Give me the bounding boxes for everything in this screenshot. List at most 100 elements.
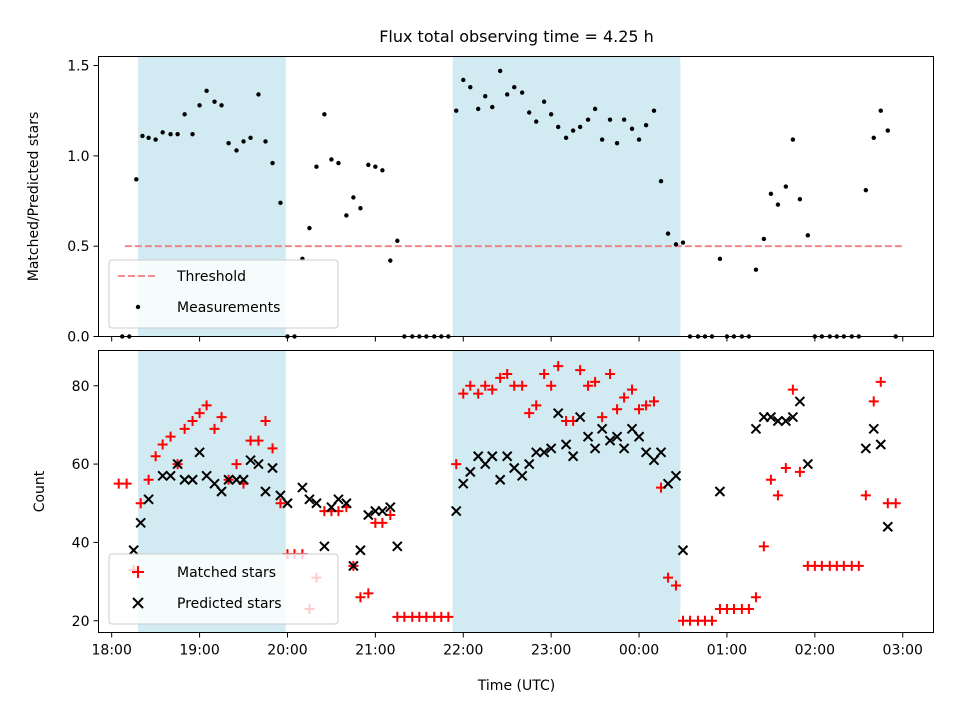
bot-series-1-point-79	[882, 521, 894, 532]
bot-series-1-point-57	[611, 431, 623, 442]
bot-series-0-point-55	[517, 380, 528, 391]
bottom-legend-predicted-swatch	[132, 597, 144, 609]
top-series-0-point-4	[146, 135, 151, 140]
bot-series-1-point-2	[143, 494, 154, 505]
bot-series-1-point-68	[750, 423, 762, 435]
bot-series-0-point-10	[187, 416, 198, 426]
top-series-0-point-77	[680, 240, 686, 245]
bot-series-0-point-63	[575, 365, 586, 376]
bot-series-0-point-81	[707, 615, 718, 626]
bot-series-1-point-63	[655, 447, 667, 458]
top-series-0-point-13	[212, 99, 217, 104]
top-series-0-point-71	[636, 137, 642, 142]
bot-series-1-point-12	[223, 474, 234, 485]
top-series-0-point-21	[270, 160, 275, 166]
bot-series-0-point-5	[150, 451, 161, 462]
top-series-0-point-103	[871, 135, 876, 140]
top-series-0-point-31	[344, 213, 349, 218]
top-series-0-point-89	[768, 191, 774, 196]
xtick-label-3: 21:00	[355, 643, 395, 659]
top-panel: 0.0 0.5 1.0 1.5 Matched/Predicted stars Thr…	[26, 56, 934, 346]
bot-series-0-point-69	[619, 392, 630, 403]
bot-ytick-label-2: 60	[72, 457, 90, 473]
bottom-panel: 18:00 19:00 20:00 21:00 22:00 23:00 00:00 01:00…	[32, 350, 934, 694]
top-series-0-point-29	[329, 157, 334, 162]
bot-series-0-point-103	[868, 396, 879, 407]
bot-series-1-point-16	[253, 458, 264, 470]
bot-series-1-point-52	[574, 411, 586, 423]
bot-series-1-point-58	[618, 443, 630, 454]
bot-series-1-point-45	[523, 458, 535, 470]
top-series-0-point-87	[753, 267, 759, 272]
bot-series-0-point-66	[597, 412, 608, 423]
bot-series-0-point-75	[663, 572, 674, 583]
top-ytick-label-0: 0.0	[67, 330, 89, 346]
top-series-0-point-70	[629, 126, 635, 131]
bot-series-0-point-51	[487, 384, 498, 395]
bot-ytick-label-3: 80	[72, 379, 90, 395]
xtick-label-6: 00:00	[619, 643, 659, 659]
top-series-0-point-28	[322, 112, 327, 117]
bot-series-0-point-11	[194, 408, 205, 419]
bot-series-0-point-65	[590, 376, 601, 387]
top-series-0-point-62	[570, 128, 576, 133]
top-series-0-point-88	[761, 236, 767, 242]
bot-series-0-point-50	[480, 380, 491, 391]
top-series-0-point-64	[585, 117, 591, 122]
bot-series-1-point-1	[135, 517, 146, 529]
top-series-0-point-57	[534, 119, 539, 124]
bot-series-0-point-90	[772, 490, 783, 501]
bottom-legend-matched-label: Matched stars	[177, 565, 276, 581]
bot-series-1-point-60	[633, 431, 645, 442]
bot-series-1-point-20	[282, 498, 293, 509]
bot-series-0-point-86	[743, 604, 754, 614]
top-shaded-span-1	[452, 56, 681, 337]
bot-series-1-point-15	[245, 454, 256, 466]
bot-series-1-point-74	[794, 396, 806, 407]
bot-series-1-point-67	[714, 486, 726, 497]
bot-series-1-point-7	[187, 474, 198, 485]
bot-series-1-point-73	[787, 411, 799, 423]
bot-series-1-point-17	[260, 486, 271, 497]
bot-series-1-point-61	[640, 447, 652, 458]
top-series-0-point-55	[519, 90, 525, 95]
bot-series-1-point-40	[487, 451, 498, 462]
bot-series-1-point-50	[560, 439, 572, 450]
bot-series-1-point-6	[179, 474, 190, 485]
bot-series-1-point-11	[216, 486, 227, 497]
top-axes-frame	[98, 56, 934, 337]
bot-series-0-point-16	[231, 459, 242, 470]
bot-series-0-point-7	[165, 431, 176, 442]
bot-series-0-point-91	[780, 463, 791, 473]
bot-series-1-point-27	[341, 498, 352, 509]
top-series-0-point-5	[153, 137, 158, 142]
top-series-0-point-61	[563, 135, 569, 140]
xtick-label-0: 18:00	[92, 643, 132, 659]
xtick-label-9: 03:00	[883, 643, 923, 659]
bot-series-1-point-36	[458, 478, 469, 489]
bot-series-1-point-14	[238, 474, 249, 485]
bot-series-0-point-89	[765, 474, 776, 485]
top-series-0-point-69	[621, 117, 627, 122]
bot-series-1-point-77	[868, 423, 879, 435]
bottom-ylabel: Count	[32, 470, 48, 512]
bot-series-1-point-4	[165, 470, 176, 482]
bot-shaded-span-1	[452, 350, 681, 633]
top-series-0-point-58	[541, 99, 547, 104]
top-series-0-point-68	[614, 141, 620, 146]
bot-series-1-point-64	[662, 478, 674, 489]
bottom-legend-box	[108, 553, 339, 625]
top-series-0-point-53	[505, 92, 510, 97]
top-series-0-point-22	[278, 200, 283, 206]
bot-series-0-point-19	[253, 435, 264, 446]
top-series-0-point-8	[175, 131, 180, 137]
bot-series-1-point-35	[451, 505, 462, 517]
bot-series-0-point-72	[641, 400, 652, 411]
top-series-0-point-18	[248, 135, 253, 140]
top-series-0-point-38	[395, 238, 400, 243]
bot-series-0-point-52	[495, 372, 506, 383]
bot-series-0-point-68	[612, 404, 623, 415]
bot-series-1-point-71	[772, 415, 784, 427]
top-series-0-point-102	[863, 187, 869, 193]
bot-series-0-point-64	[583, 380, 594, 391]
